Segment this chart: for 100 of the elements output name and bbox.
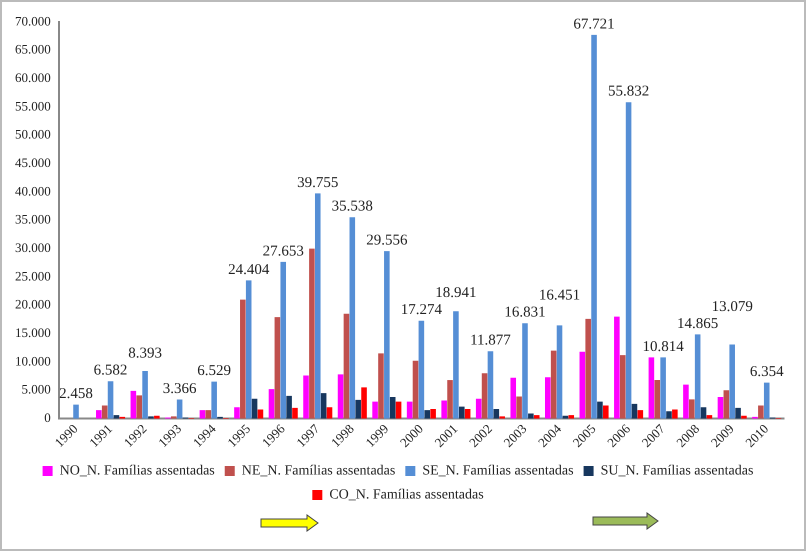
y-tick-label: 0 [44, 410, 51, 426]
bar [735, 408, 741, 419]
y-tick-label: 50.000 [15, 126, 51, 142]
data-label: 6.354 [750, 364, 784, 380]
x-tick-label: 1991 [86, 421, 116, 450]
y-tick-label: 15.000 [15, 325, 51, 340]
bar [320, 393, 326, 419]
bar [620, 355, 626, 419]
bar [482, 373, 488, 419]
y-tick-label: 70.000 [15, 13, 51, 28]
bar [268, 389, 274, 419]
x-tick-label: 1999 [362, 421, 392, 450]
bar [96, 410, 102, 419]
legend-label: NE_N. Famílias assentadas [242, 464, 396, 479]
bar [258, 410, 264, 419]
bar [638, 410, 644, 419]
bar [718, 397, 724, 419]
bar [522, 323, 528, 419]
bar [556, 325, 562, 419]
bar [585, 318, 591, 419]
legend-label: CO_N. Famílias assentadas [329, 488, 484, 503]
bar [453, 311, 459, 419]
bar [234, 407, 240, 419]
y-tick-label: 20.000 [15, 296, 51, 312]
y-tick-label: 65.000 [15, 42, 51, 57]
bar [626, 102, 632, 419]
bar [130, 390, 136, 419]
data-label: 2.458 [59, 386, 93, 402]
bar [672, 410, 678, 419]
bar [114, 415, 120, 419]
bar [700, 407, 706, 419]
bar [378, 353, 384, 419]
bar [488, 351, 494, 419]
data-label: 16.451 [538, 288, 580, 304]
bar [396, 402, 402, 419]
bar [476, 398, 482, 419]
bar [309, 248, 315, 419]
bar [447, 380, 453, 419]
bar [211, 382, 217, 419]
data-label: 13.079 [712, 298, 753, 315]
bar [534, 415, 540, 419]
bar [458, 406, 465, 419]
bar [246, 280, 252, 419]
bar [648, 357, 654, 419]
bar [550, 350, 556, 419]
data-label: 17.274 [400, 302, 442, 318]
bar [372, 402, 378, 419]
bar [597, 402, 603, 419]
bar [252, 398, 258, 419]
bar [464, 408, 470, 419]
bar [632, 404, 638, 419]
y-tick-label: 5.000 [22, 382, 51, 397]
bar [591, 34, 597, 419]
data-label: 67.721 [573, 16, 615, 32]
bar [338, 374, 344, 419]
x-tick-label: 2001 [431, 421, 460, 450]
bar [102, 406, 108, 419]
bar [706, 415, 712, 419]
bar [516, 396, 522, 419]
bar [73, 404, 79, 419]
bar [418, 320, 424, 419]
bar [406, 402, 412, 419]
bar [724, 390, 730, 419]
bar [350, 217, 356, 419]
bar [142, 371, 148, 419]
bar [412, 360, 418, 419]
bar [286, 396, 292, 419]
bar [764, 382, 770, 419]
y-tick-label: 35.000 [15, 212, 51, 227]
data-label: 24.404 [228, 262, 270, 278]
data-label: 18.941 [435, 285, 477, 302]
bar [326, 407, 332, 419]
bar [654, 380, 660, 419]
legend-label: NO_N. Famílias assentadas [60, 464, 215, 479]
bar [614, 316, 620, 419]
data-label: 14.865 [677, 316, 718, 332]
bar [666, 411, 672, 419]
data-label: 39.755 [297, 174, 338, 191]
bar [384, 251, 390, 419]
data-label: 8.393 [128, 346, 162, 362]
data-label: 6.529 [197, 363, 232, 380]
bar [240, 300, 246, 419]
bar [176, 400, 182, 419]
bar [580, 352, 586, 419]
bar [200, 410, 206, 419]
bar [430, 408, 436, 419]
y-tick-label: 30.000 [15, 240, 51, 256]
data-label: 10.814 [642, 338, 684, 355]
bar [694, 334, 700, 419]
data-label: 11.877 [470, 332, 512, 349]
data-label: 16.831 [504, 304, 546, 321]
y-tick-label: 10.000 [15, 353, 51, 368]
bar [390, 397, 396, 419]
bar [528, 413, 534, 419]
bar [424, 410, 430, 419]
x-tick-label: 1992 [120, 421, 150, 450]
y-tick-label: 25.000 [15, 268, 51, 284]
bar [729, 344, 735, 419]
bar [344, 314, 350, 419]
bar [206, 410, 212, 419]
